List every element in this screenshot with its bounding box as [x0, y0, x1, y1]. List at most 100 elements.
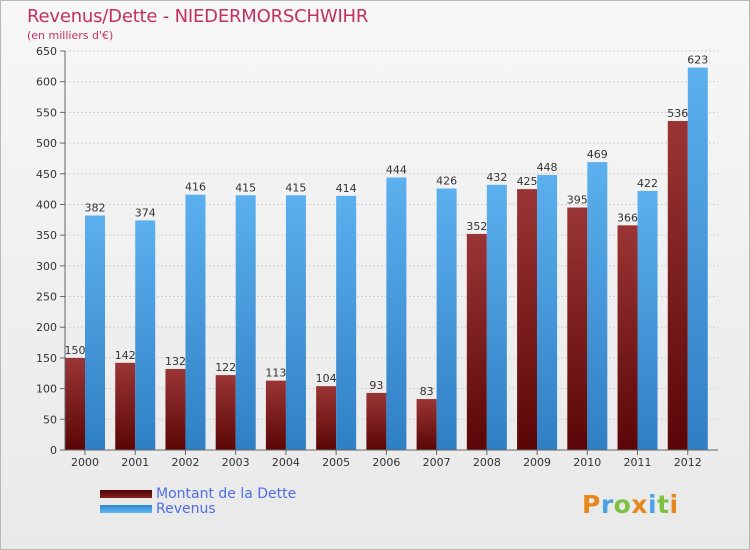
bar-debt [517, 189, 538, 450]
bar-revenus [285, 195, 306, 450]
logo-letter: i [648, 490, 658, 519]
bar-revenus [587, 162, 608, 451]
bar-revenus [85, 215, 105, 450]
bars-layer [65, 67, 708, 451]
bar-debt [617, 225, 638, 450]
data-label-revenus: 422 [637, 177, 658, 190]
x-tick-label: 2012 [674, 456, 702, 469]
bar-debt [466, 233, 487, 450]
y-tick-label: 300 [36, 260, 57, 273]
y-tick-label: 400 [36, 198, 57, 211]
bar-debt [165, 368, 186, 450]
logo-letter: o [613, 490, 632, 519]
bar-revenus [637, 190, 658, 451]
bar-debt [65, 357, 85, 450]
bar-debt [667, 120, 688, 451]
bar-revenus [436, 188, 457, 451]
data-label-debt: 142 [115, 349, 136, 362]
data-label-debt: 132 [165, 355, 186, 368]
y-tick-label: 550 [36, 106, 57, 119]
data-label-revenus: 415 [285, 181, 306, 194]
chart-subtitle: (en milliers d'€) [27, 29, 114, 42]
x-tick-label: 2011 [624, 456, 652, 469]
y-tick-label: 50 [43, 413, 57, 426]
axis-layer [60, 50, 718, 455]
logo-letter: t [657, 490, 670, 519]
x-tick-label: 2000 [71, 456, 99, 469]
bar-revenus [185, 194, 206, 450]
bar-debt [265, 380, 286, 450]
data-label-debt: 104 [316, 372, 337, 385]
y-tick-label: 450 [36, 168, 57, 181]
x-tick-label: 2009 [523, 456, 551, 469]
bar-debt [416, 399, 437, 450]
bar-debt [115, 362, 136, 450]
data-label-debt: 366 [617, 211, 638, 224]
bar-debt [215, 375, 236, 450]
y-tick-label: 250 [36, 291, 57, 304]
bar-revenus [336, 195, 357, 450]
x-tick-label: 2008 [473, 456, 501, 469]
data-label-debt: 93 [369, 379, 383, 392]
bar-debt [366, 392, 387, 450]
logo-letter: r [600, 490, 614, 519]
legend-label-revenus: Revenus [156, 501, 216, 517]
chart-title: Revenus/Dette - NIEDERMORSCHWIHR [27, 6, 369, 27]
data-label-revenus: 432 [486, 171, 507, 184]
data-label-debt: 352 [466, 220, 487, 233]
x-tick-label: 2002 [171, 456, 199, 469]
bar-revenus [486, 184, 507, 450]
data-label-debt: 395 [567, 194, 588, 207]
data-label-revenus: 374 [135, 206, 156, 219]
data-label-revenus: 416 [185, 181, 206, 194]
legend-item-debt: Montant de la Dette [100, 486, 297, 502]
data-label-revenus: 415 [235, 181, 256, 194]
logo-letter: P [582, 490, 601, 519]
bar-debt [567, 207, 588, 450]
x-tick-label: 2007 [423, 456, 451, 469]
data-label-revenus: 444 [386, 163, 407, 176]
data-label-debt: 536 [667, 107, 688, 120]
y-tick-label: 200 [36, 321, 57, 334]
legend-item-revenus: Revenus [100, 501, 216, 517]
logo-letter: x [631, 490, 648, 519]
bar-revenus [687, 67, 708, 450]
y-tick-label: 600 [36, 76, 57, 89]
legend-label-debt: Montant de la Dette [156, 486, 297, 502]
data-label-debt: 425 [517, 175, 538, 188]
grid-layer [65, 50, 718, 451]
bar-debt [316, 386, 337, 450]
data-label-revenus: 426 [436, 175, 457, 188]
x-tick-label: 2004 [272, 456, 300, 469]
proxiti-logo: Proxiti [582, 490, 679, 519]
y-tick-label: 650 [36, 45, 57, 58]
data-label-revenus: 469 [587, 148, 608, 161]
bar-revenus [537, 174, 558, 450]
data-label-debt: 83 [420, 385, 434, 398]
y-tick-label: 100 [36, 383, 57, 396]
x-tick-label: 2005 [322, 456, 350, 469]
data-label-debt: 150 [65, 344, 86, 357]
data-label-debt: 122 [215, 361, 236, 374]
x-tick-label: 2006 [372, 456, 400, 469]
data-label-revenus: 448 [537, 161, 558, 174]
data-label-revenus: 623 [687, 54, 708, 67]
data-label-revenus: 382 [85, 202, 106, 215]
bar-revenus [235, 195, 256, 450]
x-tick-label: 2010 [573, 456, 601, 469]
y-tick-label: 150 [36, 352, 57, 365]
x-tick-label: 2001 [121, 456, 149, 469]
y-tick-label: 500 [36, 137, 57, 150]
bar-revenus [386, 177, 407, 450]
x-tick-label: 2003 [222, 456, 250, 469]
legend-swatch-debt [100, 490, 152, 498]
bar-revenus [135, 220, 156, 450]
data-label-revenus: 414 [336, 182, 357, 195]
data-label-debt: 113 [265, 367, 286, 380]
labels-layer: 0 50 100 150 200 250 300 350 400 450 500 550 600 650 1… [36, 45, 708, 469]
y-tick-label: 350 [36, 229, 57, 242]
logo-letter: i [669, 490, 679, 519]
legend-swatch-revenus [100, 505, 152, 513]
y-tick-label: 0 [50, 444, 57, 457]
